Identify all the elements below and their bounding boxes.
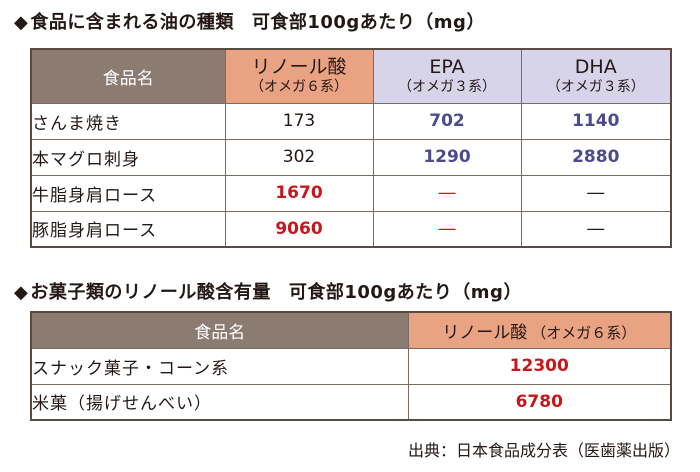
- epa-value: 1290: [372, 138, 522, 176]
- header-epa-sub: （オメガ３系）: [398, 79, 496, 96]
- header-epa: EPA （オメガ３系）: [372, 48, 522, 104]
- diamond-bullet-icon: ◆: [14, 282, 29, 303]
- table-row: 本マグロ刺身 302 1290 2880: [30, 138, 672, 176]
- table-header-row: 食品名 リノール酸 （オメガ６系） EPA （オメガ３系） DHA （オメガ３系…: [30, 48, 672, 104]
- header-linoleic: リノール酸 （オメガ６系）: [224, 48, 374, 104]
- table-row: さんま焼き 173 702 1140: [30, 102, 672, 140]
- header-dha-label: DHA: [574, 56, 617, 79]
- section2-title: お菓子類のリノール酸含有量: [30, 282, 271, 303]
- section2-note: 可食部100gあたり（mg）: [288, 282, 522, 303]
- epa-value: ―: [372, 174, 522, 212]
- table-row: 牛脂身肩ロース 1670 ― ―: [30, 174, 672, 212]
- section2-heading: ◆ お菓子類のリノール酸含有量 可食部100gあたり（mg）: [14, 278, 522, 304]
- dha-value: 2880: [520, 138, 672, 176]
- linoleic-value: 1670: [224, 174, 374, 212]
- food-name-cell: 本マグロ刺身: [30, 138, 226, 176]
- dha-value: 1140: [520, 102, 672, 140]
- header-food-name: 食品名: [30, 311, 409, 349]
- header-linoleic-sub: （オメガ６系）: [531, 323, 637, 342]
- section1-heading: ◆ 食品に含まれる油の種類 可食部100gあたり（mg）: [14, 8, 485, 34]
- header-linoleic-label: リノール酸: [442, 322, 528, 343]
- epa-value: 702: [372, 102, 522, 140]
- header-epa-label: EPA: [429, 56, 465, 79]
- section1-title: 食品に含まれる油の種類: [30, 12, 234, 33]
- table-row: 米菓（揚げせんべい） 6780: [30, 383, 672, 421]
- linoleic-value: 9060: [224, 210, 374, 248]
- food-name-cell: 牛脂身肩ロース: [30, 174, 226, 212]
- food-name-cell: スナック菓子・コーン系: [30, 347, 409, 385]
- epa-value: ―: [372, 210, 522, 248]
- header-dha: DHA （オメガ３系）: [520, 48, 672, 104]
- table-header-row: 食品名 リノール酸 （オメガ６系）: [30, 311, 672, 349]
- linoleic-value: 173: [224, 102, 374, 140]
- table-row: 豚脂身肩ロース 9060 ― ―: [30, 210, 672, 248]
- header-linoleic-sub: （オメガ６系）: [250, 79, 348, 96]
- header-food-name: 食品名: [30, 48, 226, 104]
- oil-types-table: 食品名 リノール酸 （オメガ６系） EPA （オメガ３系） DHA （オメガ３系…: [30, 48, 672, 248]
- header-linoleic: リノール酸 （オメガ６系）: [407, 311, 672, 349]
- table-row: スナック菓子・コーン系 12300: [30, 347, 672, 385]
- food-name-cell: さんま焼き: [30, 102, 226, 140]
- snack-linoleic-table: 食品名 リノール酸 （オメガ６系） スナック菓子・コーン系 12300 米菓（揚げ…: [30, 311, 672, 421]
- diamond-bullet-icon: ◆: [14, 12, 29, 33]
- food-name-cell: 豚脂身肩ロース: [30, 210, 226, 248]
- linoleic-value: 302: [224, 138, 374, 176]
- source-citation: 出典：日本食品成分表（医歯薬出版）: [407, 441, 680, 460]
- linoleic-value: 6780: [407, 383, 672, 421]
- dha-value: ―: [520, 210, 672, 248]
- header-linoleic-label: リノール酸: [251, 56, 347, 79]
- dha-value: ―: [520, 174, 672, 212]
- food-name-cell: 米菓（揚げせんべい）: [30, 383, 409, 421]
- header-dha-sub: （オメガ３系）: [546, 79, 645, 96]
- linoleic-value: 12300: [407, 347, 672, 385]
- section1-note: 可食部100gあたり（mg）: [251, 12, 485, 33]
